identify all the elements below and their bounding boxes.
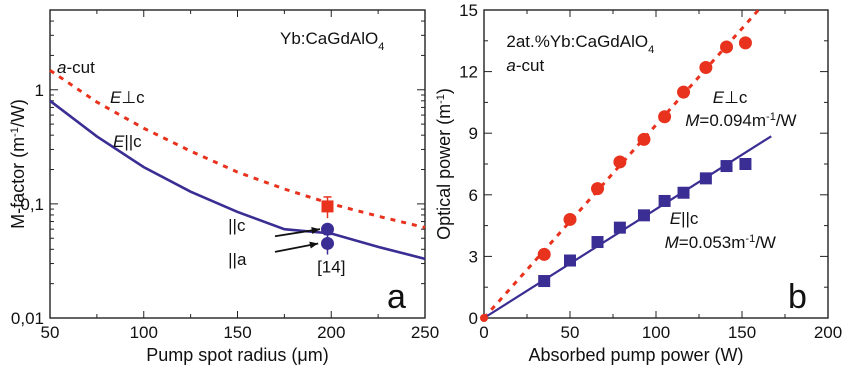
x-tick-label-a: 250 xyxy=(411,323,439,342)
y-axis-title-b: Optical power (m-1) xyxy=(434,88,454,240)
point-square-b xyxy=(591,236,604,249)
cut-label-a: a-cut xyxy=(57,58,95,77)
point-square-b xyxy=(739,158,752,170)
y-tick-label-a: 1 xyxy=(35,81,44,100)
x-axis-title-a: Pump spot radius (μm) xyxy=(146,345,328,365)
label-par-b: E||c xyxy=(670,209,699,228)
point-circle-b xyxy=(658,110,672,124)
point-circle-b xyxy=(677,85,691,99)
curve-par-a xyxy=(49,99,426,261)
point-circle-b xyxy=(720,40,734,54)
point-square-b xyxy=(613,221,626,234)
point-circle-b xyxy=(591,182,605,196)
point-circle-b xyxy=(637,132,651,146)
y-tick-label-b: 0 xyxy=(469,309,478,328)
point-square-b xyxy=(538,275,551,288)
point-circle-b xyxy=(563,212,577,226)
point-circle-a xyxy=(321,222,334,236)
arrow-c-a-head xyxy=(311,227,320,234)
x-tick-label-a: 150 xyxy=(223,323,251,342)
y-axis-title-a: M-factor (m-1/W) xyxy=(8,99,28,229)
y-tick-label-a: 0,01 xyxy=(11,309,44,328)
point-circle-b xyxy=(738,36,752,50)
point-square-b xyxy=(564,254,576,267)
point-label-a-a: ||a xyxy=(228,250,247,269)
fit-line-perp-b xyxy=(482,9,760,319)
origin-point-b xyxy=(480,314,488,322)
fit-label-par-b: M=0.053m-1/W xyxy=(665,233,776,252)
plot-frame-a xyxy=(49,9,426,319)
x-tick-label-b: 200 xyxy=(814,323,842,342)
label-perp-b: E⊥c xyxy=(713,88,748,107)
y-tick-label-b: 9 xyxy=(469,124,478,143)
point-square-b xyxy=(677,186,690,199)
point-circle-b xyxy=(613,155,627,169)
x-tick-label-b: 100 xyxy=(642,323,670,342)
x-tick-label-b: 0 xyxy=(479,323,488,342)
y-tick-label-b: 15 xyxy=(459,1,478,20)
point-square-b xyxy=(658,194,671,207)
point-square-b xyxy=(720,160,733,173)
arrow-a-a-head xyxy=(309,241,319,249)
y-tick-label-a: 0,1 xyxy=(20,195,44,214)
point-circle-b xyxy=(699,60,713,74)
point-square-b xyxy=(637,209,650,222)
label-par-a: E||c xyxy=(113,132,142,151)
x-axis-title-b: Absorbed pump power (W) xyxy=(528,345,743,365)
point-circle-a xyxy=(321,236,334,250)
ref-label-a: [14] xyxy=(317,258,345,277)
curve-perp-a xyxy=(49,69,426,230)
x-tick-label-b: 50 xyxy=(561,323,580,342)
material-label-b: 2at.%Yb:CaGdAlO4 xyxy=(506,32,654,56)
y-tick-label-b: 3 xyxy=(469,247,478,266)
x-tick-label-a: 100 xyxy=(130,323,158,342)
panel-label-b: b xyxy=(788,278,807,316)
point-label-c-a: ||c xyxy=(228,216,246,235)
point-square-a xyxy=(321,200,334,213)
fit-label-perp-b: M=0.094m-1/W xyxy=(685,111,796,130)
x-tick-label-b: 150 xyxy=(728,323,756,342)
point-circle-b xyxy=(537,247,551,261)
x-tick-label-a: 50 xyxy=(41,323,60,342)
panel-label-a: a xyxy=(387,278,406,316)
material-label-a: Yb:CaGdAlO4 xyxy=(280,29,384,53)
y-tick-label-b: 12 xyxy=(459,63,478,82)
cut-label-b: a-cut xyxy=(506,56,544,75)
label-perp-a: E⊥c xyxy=(110,88,145,107)
x-tick-label-a: 200 xyxy=(317,323,345,342)
y-tick-label-b: 6 xyxy=(469,186,478,205)
point-square-b xyxy=(699,172,712,185)
